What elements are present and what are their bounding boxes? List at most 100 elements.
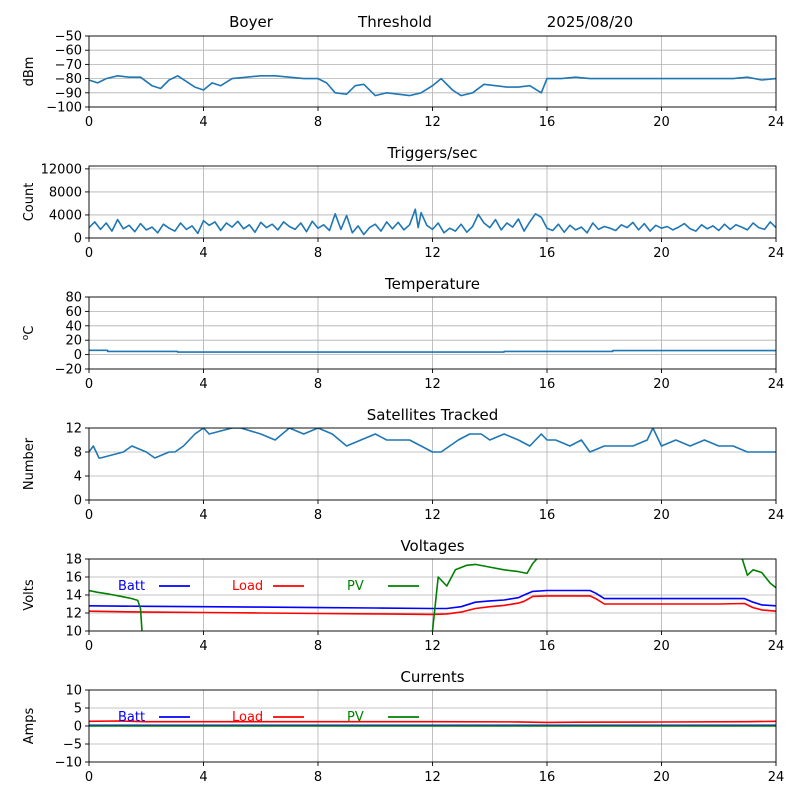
header-mode: Threshold [357,13,432,31]
legend-label-load: Load [232,710,263,725]
chart-panel-currents: 0 4 8 12 16 20 24 −10 −5 0 5 10 Currents Amps Batt Load… [22,668,784,785]
y-tick-label: 18 [65,553,82,568]
chart-panel-signal: 0 4 8 12 16 20 24 −100−90−80−70−60−50 dBm [22,30,784,131]
legend-label-pv: PV [347,710,364,725]
y-tick-label: 80 [65,291,82,306]
series-line-load [89,720,776,724]
series-line-batt [89,589,776,610]
series-group [89,75,776,97]
x-tick-label: 8 [314,770,322,785]
x-tick-label: 12 [424,639,441,654]
y-tick-label: 5 [74,702,82,717]
y-tick-label: 8000 [49,185,82,200]
y-axis-label: oC [21,326,37,341]
y-tick-label: 0 [74,494,82,509]
y-tick-label: 16 [65,571,82,586]
y-tick-label: 14 [65,589,82,604]
x-tick-label: 4 [199,508,207,523]
chart-title: Voltages [400,537,464,555]
legend-label-batt: Batt [118,579,145,594]
y-axis-label: Amps [22,707,37,744]
x-tick-label: 16 [539,246,556,261]
series-line-data [89,75,776,97]
y-tick-label: 0 [74,348,82,363]
x-tick-label: 20 [653,115,670,130]
y-tick-label: 10 [65,684,82,699]
chart-title: Triggers/sec [387,144,478,162]
x-tick-label: 8 [314,508,322,523]
x-tick-label: 20 [653,246,670,261]
y-axis-label: Count [22,183,37,222]
x-tick-label: 0 [85,639,93,654]
x-tick-label: 4 [199,377,207,392]
y-tick-label: 12 [65,607,82,622]
x-tick-label: 16 [539,377,556,392]
series-group [89,720,776,727]
series-group [89,559,776,631]
x-tick-label: 12 [424,770,441,785]
y-tick-label: 0 [74,720,82,735]
chart-title: Satellites Tracked [367,406,498,424]
series-line-pv [89,589,143,631]
x-tick-label: 24 [768,770,785,785]
series-group [89,349,776,353]
chart-panel-satellites: 0 4 8 12 16 20 24 0 4 8 12 Satellites Tracked Number [22,406,784,523]
chart-panel-triggers: 0 4 8 12 16 20 24 0 4000 8000 12000 Triggers/sec Cou… [22,144,784,261]
x-tick-label: 8 [314,639,322,654]
x-tick-label: 0 [85,508,93,523]
y-tick-label: 4000 [49,208,82,223]
x-tick-label: 8 [314,246,322,261]
y-tick-label: 8 [74,446,82,461]
y-tick-label: −5 [63,738,82,753]
series-line-data [89,208,776,236]
series-line-data [89,349,776,353]
x-tick-label: 20 [653,639,670,654]
y-tick-label: −80 [55,72,82,87]
x-tick-label: 12 [424,377,441,392]
y-tick-label: 12000 [41,162,82,177]
header-site: Boyer [229,13,274,31]
y-tick-label: 60 [65,305,82,320]
chart-title: Temperature [384,275,480,293]
y-tick-label: 10 [65,625,82,640]
y-axis-label: dBm [22,57,37,87]
x-tick-label: 16 [539,508,556,523]
x-tick-label: 4 [199,115,207,130]
y-tick-label: −10 [55,756,82,771]
legend-label-load: Load [232,579,263,594]
x-tick-label: 8 [314,115,322,130]
series-line-load [89,595,776,616]
x-tick-label: 0 [85,115,93,130]
x-tick-label: 0 [85,770,93,785]
series-group [89,208,776,236]
x-tick-label: 8 [314,377,322,392]
y-tick-label: 20 [65,334,82,349]
series-line-pv [741,559,776,589]
x-tick-label: 20 [653,508,670,523]
y-tick-label: 4 [74,470,82,485]
x-tick-label: 12 [424,246,441,261]
x-tick-label: 16 [539,770,556,785]
y-axis-label: Volts [22,579,37,611]
x-tick-label: 24 [768,377,785,392]
y-tick-label: 0 [74,232,82,247]
y-tick-label: −90 [55,86,82,101]
x-tick-label: 20 [653,377,670,392]
chart-panel-voltages: 0 4 8 12 16 20 24 10 12 14 16 18 Voltages Volts Batt Lo… [22,537,784,654]
x-tick-label: 16 [539,639,556,654]
x-tick-label: 24 [768,639,785,654]
x-tick-label: 24 [768,508,785,523]
x-tick-label: 12 [424,115,441,130]
x-tick-label: 0 [85,246,93,261]
legend-label-batt: Batt [118,710,145,725]
x-tick-label: 4 [199,639,207,654]
series-group [89,428,776,459]
y-tick-label: 40 [65,319,82,334]
header-date: 2025/08/20 [547,13,633,31]
y-tick-label: −60 [55,44,82,59]
x-tick-label: 4 [199,246,207,261]
y-tick-label: −50 [55,30,82,45]
